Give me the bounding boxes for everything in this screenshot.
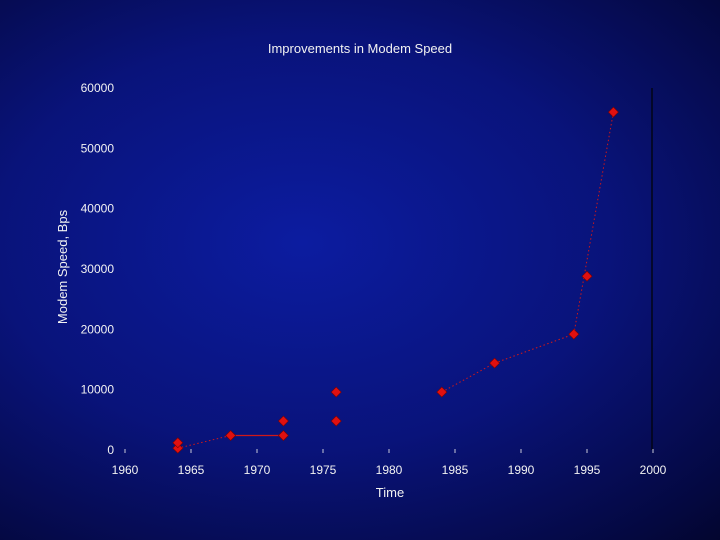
x-tick-label: 2000: [640, 463, 667, 477]
data-point-marker: [277, 415, 289, 427]
x-tick-label: 1960: [112, 463, 139, 477]
y-axis-ticks: 0 10000 20000 30000 40000 50000 60000: [81, 81, 115, 457]
trend-line-dotted: [494, 333, 574, 364]
trend-line-dotted: [177, 435, 231, 449]
data-point-marker: [277, 430, 289, 441]
data-points: [172, 106, 619, 454]
data-point-marker: [568, 328, 580, 340]
x-tick-label: 1985: [442, 463, 469, 477]
chart-title: Improvements in Modem Speed: [268, 41, 452, 56]
y-axis-label: Modem Speed, Bps: [55, 209, 70, 324]
y-tick-label: 60000: [81, 81, 115, 95]
data-point-marker: [581, 270, 593, 282]
data-point-marker: [225, 430, 237, 441]
y-tick-label: 0: [107, 443, 114, 457]
y-tick-label: 30000: [81, 262, 115, 276]
y-tick-label: 10000: [81, 383, 115, 397]
x-tick-label: 1970: [244, 463, 271, 477]
data-point-marker: [172, 437, 184, 449]
x-tick-label: 1975: [310, 463, 337, 477]
y-tick-label: 40000: [81, 202, 115, 216]
x-tick-label: 1990: [508, 463, 535, 477]
trend-lines: [177, 112, 614, 449]
x-tick-label: 1995: [574, 463, 601, 477]
x-tick-label: 1980: [376, 463, 403, 477]
trend-line-dotted: [573, 112, 614, 335]
y-tick-label: 50000: [81, 141, 115, 155]
data-point-marker: [172, 442, 184, 454]
y-tick-label: 20000: [81, 322, 115, 336]
trend-line-dotted: [441, 362, 495, 393]
data-point-marker: [436, 386, 448, 398]
data-point-marker: [330, 386, 342, 398]
x-axis-label: Time: [376, 485, 404, 500]
data-point-marker: [489, 357, 501, 369]
x-axis-ticks: 1960 1965 1970 1975 1980 1985 1990 1995 2000: [112, 449, 667, 477]
data-point-marker: [330, 415, 342, 427]
data-point-marker: [607, 106, 619, 118]
x-tick-label: 1965: [178, 463, 205, 477]
